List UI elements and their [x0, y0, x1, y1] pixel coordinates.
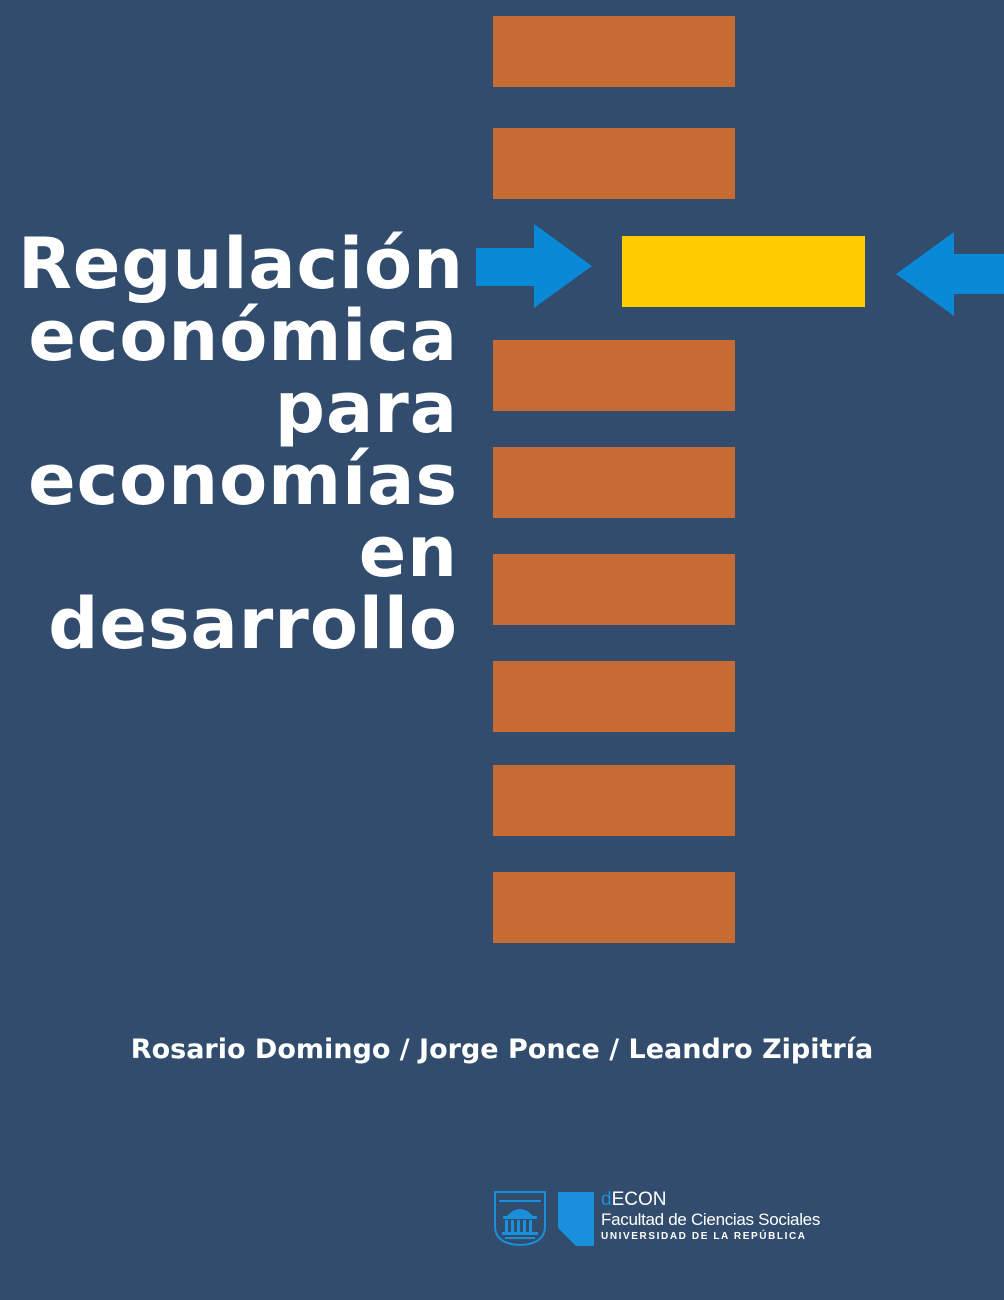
publisher-logos: dECON Facultad de Ciencias Sociales UNIV… — [493, 1190, 893, 1250]
decorative-bar — [493, 16, 735, 87]
udelar-building-icon — [494, 1191, 546, 1246]
title-line: en — [358, 511, 458, 593]
decorative-bar — [493, 872, 735, 943]
decorative-bar — [493, 340, 735, 411]
decorative-bar — [493, 554, 735, 625]
right-arrow-icon — [476, 224, 592, 308]
title-line: Regulación — [18, 223, 464, 305]
decon-suffix: ECON — [611, 1189, 667, 1210]
faculty-name: Facultad de Ciencias Sociales — [601, 1210, 821, 1229]
book-title: Regulación económica para economías en d… — [18, 223, 464, 665]
title-line: economías — [28, 439, 458, 521]
decorative-bar — [493, 128, 735, 199]
university-name: UNIVERSIDAD DE LA REPÚBLICA — [601, 1231, 807, 1242]
decon-prefix: d — [601, 1189, 612, 1210]
authors: Rosario Domingo / Jorge Ponce / Leandro … — [130, 1034, 874, 1065]
decon-logo-icon — [558, 1192, 594, 1246]
logo-text: dECON Facultad de Ciencias Sociales UNIV… — [601, 1190, 901, 1243]
decorative-bar — [493, 661, 735, 732]
decon-name: dECON — [601, 1190, 901, 1210]
title-line: desarrollo — [48, 583, 458, 665]
title-line: para — [274, 367, 458, 449]
decorative-bar — [493, 765, 735, 836]
highlight-bar — [622, 236, 865, 307]
decorative-bar — [493, 447, 735, 518]
left-arrow-icon — [896, 232, 1004, 316]
title-line: económica — [28, 295, 458, 377]
